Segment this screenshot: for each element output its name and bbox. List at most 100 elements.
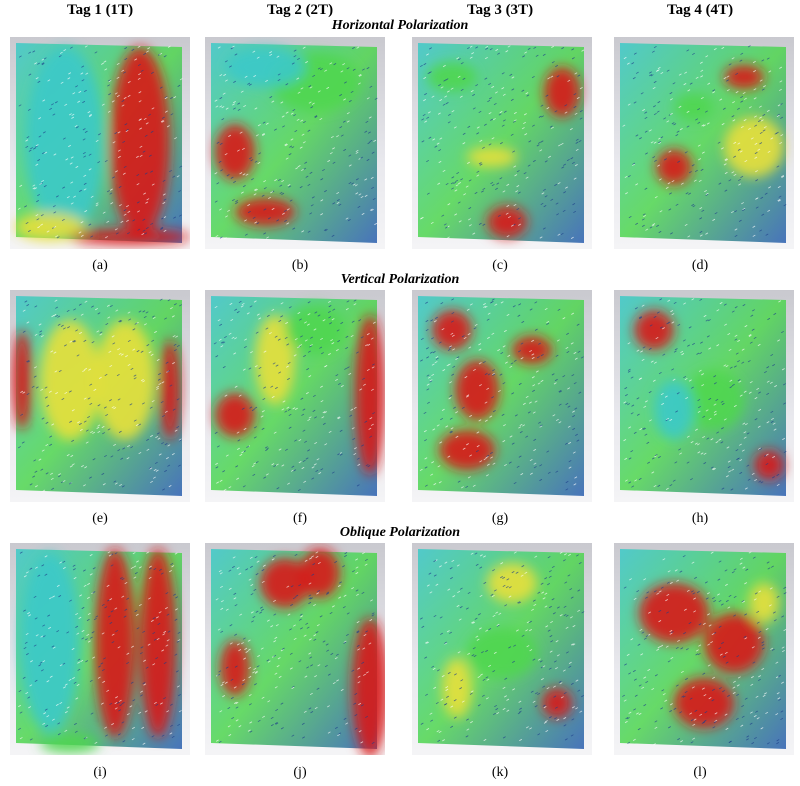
caption-l: (l)	[693, 765, 707, 780]
panel-d	[614, 37, 794, 249]
caption-b: (b)	[291, 258, 309, 273]
current-hotspot	[40, 320, 100, 440]
current-hotspot	[724, 117, 784, 177]
current-distribution-g	[418, 296, 584, 496]
current-distribution-c	[418, 43, 585, 243]
current-hotspot	[656, 149, 692, 185]
arrow-texture	[214, 45, 378, 240]
row-title-oblique: Oblique Polarization	[339, 525, 461, 540]
caption-e: (e)	[92, 511, 108, 526]
arrow-texture	[18, 298, 182, 492]
arrow-texture	[622, 45, 787, 238]
arrow-texture	[623, 298, 787, 491]
caption-j: (j)	[293, 765, 307, 780]
arrow-texture	[18, 551, 182, 745]
current-distribution-j	[211, 548, 385, 755]
current-hotspot	[724, 65, 764, 89]
current-hotspot	[70, 229, 190, 245]
panel-b	[205, 37, 385, 249]
caption-g: (g)	[491, 511, 509, 526]
current-hotspot	[40, 733, 100, 753]
panel-c	[412, 37, 592, 249]
current-hotspot	[654, 380, 694, 440]
current-hotspot	[95, 320, 155, 440]
current-distribution-h	[620, 296, 787, 496]
tag-plate	[211, 549, 377, 749]
current-hotspot	[160, 340, 180, 440]
current-hotspot	[235, 198, 295, 226]
current-hotspot	[95, 548, 135, 738]
caption-h: (h)	[691, 511, 709, 526]
current-hotspot	[634, 310, 674, 350]
current-hotspot	[140, 548, 176, 738]
current-distribution-d	[620, 43, 787, 243]
caption-c: (c)	[492, 258, 508, 273]
current-hotspot	[455, 360, 499, 420]
current-hotspot	[467, 628, 537, 678]
current-hotspot	[300, 548, 340, 598]
caption-d: (d)	[691, 258, 709, 273]
current-hotspot	[225, 47, 305, 87]
current-hotspot	[352, 618, 385, 755]
column-header-tag1: Tag 1 (1T)	[66, 2, 134, 18]
current-hotspot	[12, 330, 32, 430]
current-hotspot	[684, 370, 744, 430]
current-hotspot	[544, 67, 580, 117]
current-hotspot	[442, 658, 472, 718]
current-hotspot	[512, 336, 552, 364]
current-hotspot	[20, 553, 80, 733]
panel-f	[205, 290, 385, 502]
caption-f: (f)	[293, 511, 307, 526]
current-distribution-e	[12, 296, 182, 496]
current-hotspot	[674, 678, 734, 728]
arrow-texture	[17, 45, 183, 239]
current-hotspot	[542, 688, 572, 718]
caption-a: (a)	[92, 258, 108, 273]
current-hotspot	[432, 310, 472, 350]
current-hotspot	[639, 583, 709, 643]
arrow-texture	[419, 551, 585, 742]
panel-l	[614, 543, 794, 755]
current-hotspot	[749, 583, 779, 623]
arrow-texture	[622, 551, 787, 746]
panel-e	[10, 290, 190, 502]
current-hotspot	[427, 62, 477, 92]
caption-k: (k)	[491, 765, 509, 780]
current-distribution-a	[15, 43, 190, 245]
current-hotspot	[754, 450, 784, 480]
current-distribution-b	[211, 43, 378, 243]
panel-j	[205, 543, 385, 755]
column-header-tag3: Tag 3 (3T)	[466, 2, 534, 18]
current-distribution-f	[211, 296, 385, 496]
arrow-texture	[419, 45, 585, 239]
arrow-texture	[215, 551, 375, 745]
current-hotspot	[674, 93, 714, 121]
current-hotspot	[704, 613, 764, 673]
row-title-vertical: Vertical Polarization	[340, 272, 460, 287]
column-header-tag4: Tag 4 (4T)	[666, 2, 734, 18]
current-distribution-l	[620, 549, 787, 749]
panel-i	[10, 543, 190, 755]
panel-a	[10, 37, 190, 249]
current-hotspot	[215, 393, 255, 437]
current-hotspot	[25, 47, 105, 237]
panel-h	[614, 290, 794, 502]
panel-g	[412, 290, 592, 502]
current-hotspot	[487, 206, 527, 238]
current-hotspot	[285, 305, 345, 355]
row-title-horizontal: Horizontal Polarization	[331, 18, 469, 33]
current-hotspot	[255, 315, 295, 405]
current-hotspot	[110, 47, 170, 237]
column-header-tag2: Tag 2 (2T)	[266, 2, 334, 18]
arrow-texture	[419, 298, 584, 491]
current-hotspot	[467, 147, 517, 167]
current-hotspot	[355, 315, 385, 475]
current-distribution-i	[16, 548, 182, 753]
current-hotspot	[15, 213, 85, 241]
current-hotspot	[439, 430, 495, 470]
caption-i: (i)	[93, 765, 107, 780]
current-hotspot	[487, 563, 537, 603]
current-distribution-k	[418, 549, 585, 749]
panel-k	[412, 543, 592, 755]
current-hotspot	[215, 124, 255, 180]
